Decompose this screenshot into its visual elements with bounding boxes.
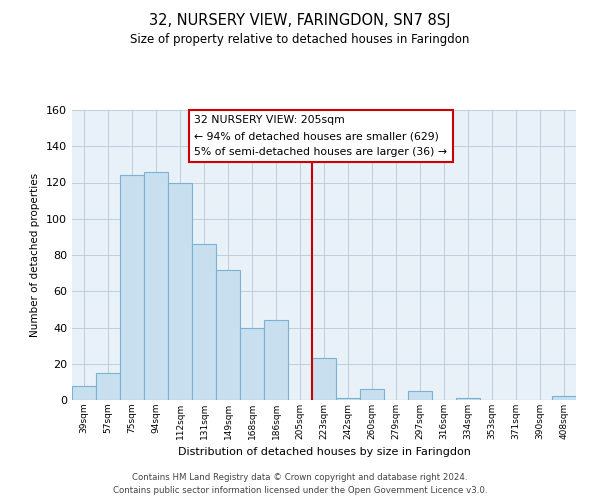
Y-axis label: Number of detached properties: Number of detached properties xyxy=(31,173,40,337)
Bar xyxy=(192,244,216,400)
Bar xyxy=(456,398,480,400)
Bar xyxy=(96,373,120,400)
Bar xyxy=(120,176,144,400)
Bar xyxy=(240,328,264,400)
Text: 32 NURSERY VIEW: 205sqm
← 94% of detached houses are smaller (629)
5% of semi-de: 32 NURSERY VIEW: 205sqm ← 94% of detache… xyxy=(194,116,448,156)
Text: 32, NURSERY VIEW, FARINGDON, SN7 8SJ: 32, NURSERY VIEW, FARINGDON, SN7 8SJ xyxy=(149,12,451,28)
Bar xyxy=(360,389,384,400)
Bar xyxy=(144,172,168,400)
Bar xyxy=(312,358,336,400)
Text: Size of property relative to detached houses in Faringdon: Size of property relative to detached ho… xyxy=(130,32,470,46)
Text: Contains HM Land Registry data © Crown copyright and database right 2024.
Contai: Contains HM Land Registry data © Crown c… xyxy=(113,473,487,495)
Bar xyxy=(408,391,432,400)
Bar xyxy=(552,396,576,400)
Bar xyxy=(216,270,240,400)
Bar xyxy=(72,386,96,400)
Bar xyxy=(168,182,192,400)
Bar xyxy=(264,320,288,400)
Bar xyxy=(336,398,360,400)
X-axis label: Distribution of detached houses by size in Faringdon: Distribution of detached houses by size … xyxy=(178,448,470,458)
